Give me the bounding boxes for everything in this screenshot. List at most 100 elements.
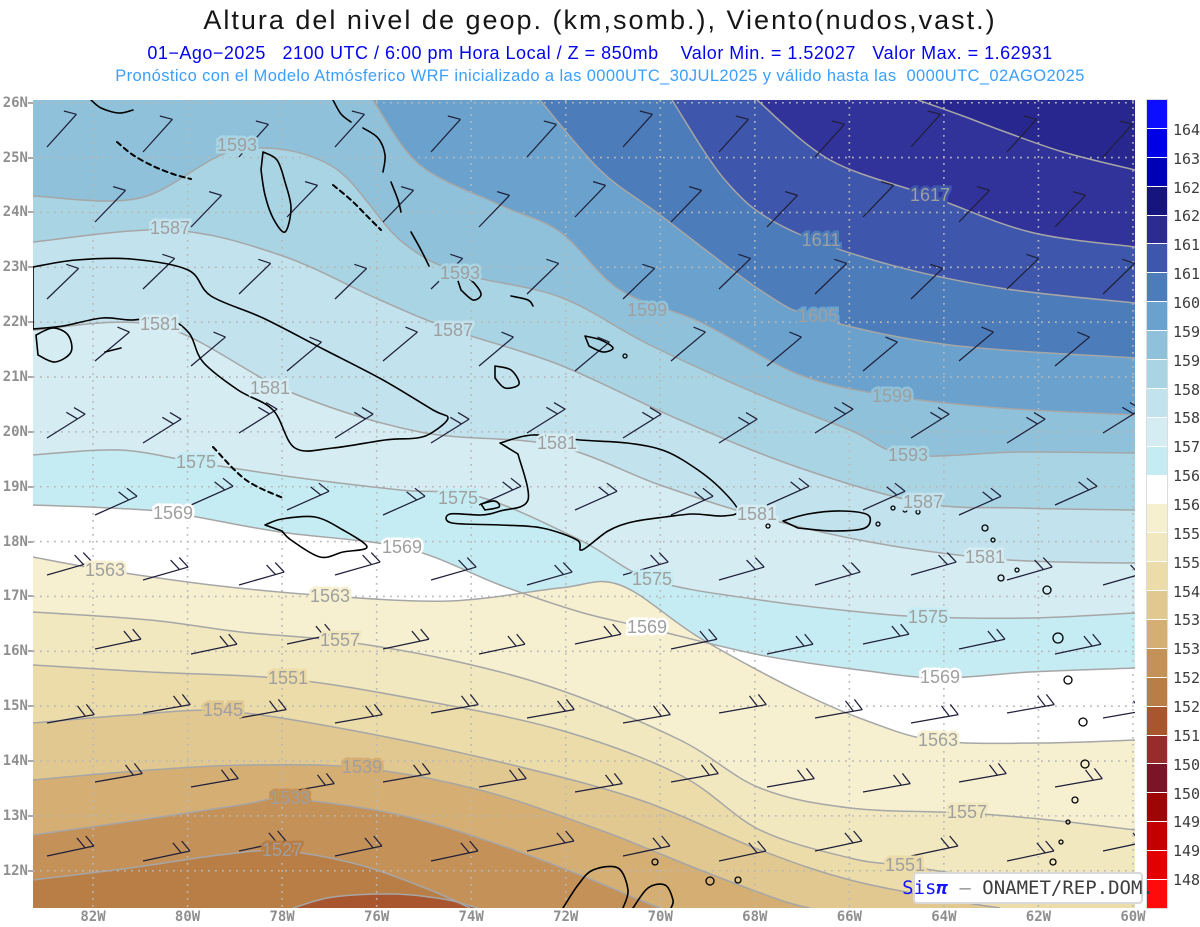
wind-barb xyxy=(142,850,191,862)
attribution-sis: Sis xyxy=(902,877,937,899)
wind-barb-tick xyxy=(693,326,706,333)
wind-barb-tick xyxy=(1037,695,1046,707)
wind-barb-tick xyxy=(268,832,278,844)
wind-barb-tick xyxy=(170,559,180,570)
wind-barb xyxy=(718,257,752,290)
contour-line-1545 xyxy=(33,709,1001,908)
colorbar-cell-6 xyxy=(1147,273,1167,302)
wind-barb xyxy=(430,704,479,714)
lat-tick xyxy=(28,101,33,104)
wind-barb-tick xyxy=(927,110,941,115)
colorbar-tick-1557: 1557 xyxy=(1173,524,1200,543)
colorbar-cell-17 xyxy=(1147,591,1167,620)
wind-barb-tick xyxy=(745,412,758,420)
wind-barb-tick xyxy=(699,630,709,642)
coastline-jardines-cays xyxy=(212,446,284,499)
wind-barb-tick xyxy=(1034,559,1044,570)
colorbar-cell-2 xyxy=(1147,157,1167,186)
wind-barb-tick xyxy=(1072,191,1086,196)
wind-barb xyxy=(1006,566,1053,581)
wind-barb-tick xyxy=(893,774,902,786)
wind-barb-tick xyxy=(76,837,86,849)
colorbar-tick-1551: 1551 xyxy=(1173,553,1200,572)
wind-barb-tick xyxy=(73,407,86,415)
wind-barb-tick xyxy=(546,406,558,415)
wind-barb xyxy=(478,778,527,788)
island-dot xyxy=(902,507,908,513)
wind-barb-tick xyxy=(738,253,751,260)
wind-barb-tick xyxy=(85,703,95,716)
wind-barb-tick xyxy=(501,331,514,338)
lat-tick xyxy=(28,595,33,598)
island-dot xyxy=(1071,796,1079,804)
wind-barb-tick xyxy=(1122,258,1135,265)
wind-barb xyxy=(814,262,848,295)
colorbar-tick-1563: 1563 xyxy=(1173,496,1200,514)
wind-barb xyxy=(334,714,383,724)
coastline-caicos xyxy=(584,335,614,353)
wind-barb-tick xyxy=(277,698,287,711)
attribution-dash: – xyxy=(947,877,983,899)
colorbar-cell-23 xyxy=(1147,764,1167,793)
contour-label-1599: 1599 xyxy=(627,300,667,320)
wind-barb xyxy=(46,845,95,857)
colorbar-tick-1569: 1569 xyxy=(1173,467,1200,486)
wind-barb xyxy=(94,773,143,783)
colorbar-tick-1623: 1623 xyxy=(1173,207,1200,226)
wind-barb xyxy=(1006,418,1046,444)
wind-barb xyxy=(958,189,991,223)
wind-barb-tick xyxy=(642,263,655,270)
wind-barb xyxy=(622,561,669,576)
wind-barb-tick xyxy=(642,411,654,420)
wind-barb xyxy=(478,643,526,655)
contour-label-1545: 1545 xyxy=(203,700,243,720)
lat-tick xyxy=(28,321,33,324)
colorbar-tick-1485: 1485 xyxy=(1173,871,1200,890)
colorbar-tick-1509: 1509 xyxy=(1173,755,1200,774)
island-dot xyxy=(890,505,896,511)
wind-barb xyxy=(718,704,767,714)
wind-barb-tick xyxy=(112,186,126,191)
wind-barb xyxy=(574,184,607,218)
contour-label-1575: 1575 xyxy=(632,569,672,589)
wind-barb xyxy=(766,336,802,367)
wind-barb xyxy=(238,709,287,719)
wind-barb-tick xyxy=(613,772,623,785)
wind-barb xyxy=(430,566,477,581)
wind-barb-tick xyxy=(258,258,271,265)
wind-barb-tick xyxy=(886,486,898,496)
wind-barb xyxy=(190,194,223,228)
island-dot xyxy=(1042,585,1052,595)
band-fill-1527 xyxy=(33,850,1135,908)
wind-barb xyxy=(526,840,575,852)
colorbar-cell-13 xyxy=(1147,475,1167,504)
wind-barb-tick xyxy=(834,406,846,415)
wind-barb-tick xyxy=(450,253,463,260)
wind-barb-tick xyxy=(1130,564,1135,571)
wind-barb-tick xyxy=(421,762,431,775)
island-dot xyxy=(705,876,715,886)
wind-barb xyxy=(238,571,285,586)
wind-barb-tick xyxy=(461,695,470,707)
wind-barb-tick xyxy=(1045,840,1055,852)
wind-barb-tick xyxy=(853,698,863,711)
wind-barb xyxy=(670,331,706,362)
wind-barb-tick xyxy=(269,700,278,712)
wind-barb xyxy=(670,773,719,783)
contour-label-1551: 1551 xyxy=(885,855,925,875)
wind-barb-tick xyxy=(117,326,130,333)
wind-barb xyxy=(862,783,911,793)
wind-barb-tick xyxy=(365,705,374,717)
wind-barb-tick xyxy=(469,693,479,706)
wind-barb-tick xyxy=(214,481,226,491)
wind-barb-tick xyxy=(557,700,566,712)
wind-barb-tick xyxy=(466,557,477,568)
wind-barb-tick xyxy=(597,336,610,343)
wind-barb-tick xyxy=(885,336,898,343)
wind-barb xyxy=(862,633,910,645)
wind-barb-tick xyxy=(354,411,366,420)
contour-label-1617: 1617 xyxy=(910,185,950,205)
wind-barb-tick xyxy=(1023,115,1037,120)
wind-barb-tick xyxy=(789,331,802,338)
island-dot xyxy=(622,353,628,359)
